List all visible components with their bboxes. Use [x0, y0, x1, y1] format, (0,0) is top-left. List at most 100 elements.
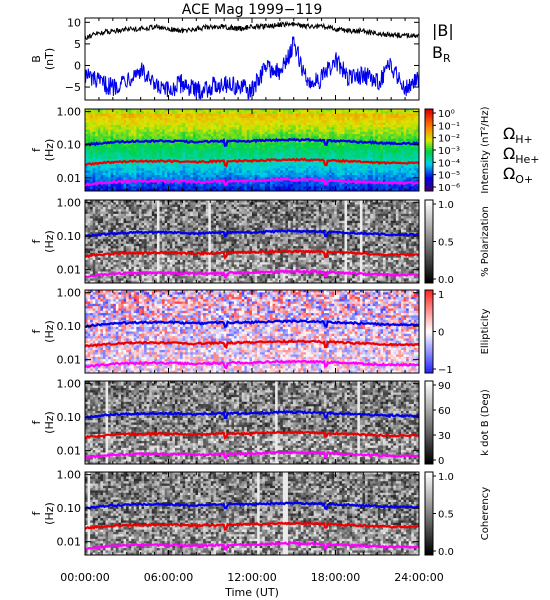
- heatmap-cell: [218, 170, 222, 174]
- heatmap-cell: [406, 131, 410, 135]
- heatmap-cell: [290, 168, 294, 171]
- heatmap-cell: [90, 206, 94, 210]
- heatmap-cell: [321, 118, 325, 121]
- heatmap-cell: [413, 118, 417, 121]
- heatmap-cell: [254, 165, 258, 169]
- heatmap-cell: [213, 184, 217, 187]
- heatmap-cell: [388, 188, 392, 191]
- heatmap-cell: [182, 113, 186, 117]
- heatmap-cell: [267, 175, 271, 178]
- heatmap-cell: [413, 150, 417, 153]
- heatmap-cell: [167, 150, 171, 153]
- heatmap-cell: [218, 184, 222, 187]
- heatmap-cell: [105, 175, 109, 178]
- heatmap-cell: [185, 177, 189, 180]
- heatmap-cell: [133, 147, 137, 151]
- heatmap-cell: [221, 111, 225, 114]
- heatmap-cell: [267, 118, 271, 121]
- colorbar-tick-label: 10⁰: [438, 109, 455, 120]
- heatmap-cell: [126, 131, 129, 135]
- heatmap-cell: [192, 152, 196, 155]
- heatmap-cell: [85, 278, 88, 281]
- heatmap-cell: [406, 145, 410, 149]
- heatmap-cell: [285, 179, 289, 183]
- heatmap-cell: [280, 186, 284, 190]
- heatmap-cell: [354, 184, 358, 187]
- heatmap-cell: [228, 156, 232, 160]
- heatmap-cell: [390, 109, 394, 112]
- heatmap-cell: [408, 124, 412, 128]
- heatmap-cell: [185, 122, 189, 126]
- chart-title: ACE Mag 1999−119: [182, 2, 322, 18]
- heatmap-cell: [144, 145, 147, 149]
- heatmap-cell: [144, 134, 147, 137]
- heatmap-cell: [120, 154, 124, 158]
- heatmap-cell: [136, 129, 140, 133]
- heatmap-cell: [216, 184, 219, 187]
- heatmap-cell: [372, 172, 376, 176]
- heatmap-cell: [277, 127, 281, 130]
- heatmap-cell: [180, 122, 183, 126]
- heatmap-cell: [164, 129, 168, 133]
- heatmap-cell: [349, 127, 353, 130]
- heatmap-cell: [203, 188, 207, 191]
- heatmap-cell: [167, 138, 171, 142]
- heatmap-cell: [393, 122, 397, 126]
- heatmap-cell: [221, 152, 225, 155]
- heatmap-cell: [141, 136, 145, 139]
- heatmap-cell: [285, 122, 289, 126]
- heatmap-cell: [128, 111, 132, 114]
- heatmap-cell: [321, 129, 325, 133]
- heatmap-cell: [300, 184, 304, 187]
- heatmap-cell: [141, 118, 145, 121]
- heatmap-cell: [128, 127, 132, 130]
- heatmap-cell: [339, 122, 343, 126]
- heatmap-cell: [318, 143, 322, 146]
- heatmap-cell: [259, 145, 263, 149]
- heatmap-cell: [372, 159, 376, 162]
- heatmap-cell: [239, 170, 243, 174]
- heatmap-cell: [347, 134, 350, 137]
- heatmap-cell: [87, 131, 91, 135]
- heatmap-cell: [401, 165, 404, 169]
- heatmap-cell: [231, 163, 235, 167]
- heatmap-cell: [87, 257, 91, 261]
- heatmap-cell: [195, 186, 199, 190]
- heatmap-cell: [408, 109, 412, 112]
- heatmap-cell: [190, 184, 194, 187]
- heatmap-cell: [259, 161, 263, 164]
- heatmap-cell: [305, 145, 309, 149]
- heatmap-cell: [293, 145, 296, 149]
- heatmap-cell: [205, 131, 209, 135]
- heatmap-cell: [138, 170, 142, 174]
- heatmap-cell: [100, 138, 104, 142]
- heatmap-cell: [108, 154, 111, 158]
- heatmap-cell: [406, 170, 410, 174]
- heatmap-cell: [241, 177, 245, 180]
- heatmap-cell: [395, 156, 399, 160]
- heatmap-cell: [169, 168, 173, 171]
- heatmap-cell: [275, 109, 278, 112]
- heatmap-cell: [133, 143, 137, 146]
- heatmap-cell: [141, 172, 145, 176]
- heatmap-cell: [362, 172, 366, 176]
- heatmap-cell: [308, 188, 312, 191]
- heatmap-cell: [138, 184, 142, 187]
- heatmap-cell: [234, 131, 237, 135]
- heatmap-cell: [280, 147, 284, 151]
- heatmap-cell: [154, 113, 158, 117]
- heatmap-cell: [123, 143, 127, 146]
- heatmap-cell: [313, 181, 317, 185]
- heatmap-cell: [411, 165, 415, 169]
- heatmap-cell: [169, 152, 173, 155]
- heatmap-cell: [388, 120, 392, 123]
- heatmap-cell: [172, 138, 176, 142]
- heatmap-cell: [326, 127, 330, 130]
- heatmap-cell: [236, 122, 240, 126]
- heatmap-cell: [110, 111, 114, 114]
- heatmap-cell: [85, 225, 88, 228]
- heatmap-cell: [85, 170, 88, 174]
- heatmap-cell: [97, 186, 101, 190]
- heatmap-cell: [100, 118, 104, 121]
- heatmap-cell: [133, 168, 137, 171]
